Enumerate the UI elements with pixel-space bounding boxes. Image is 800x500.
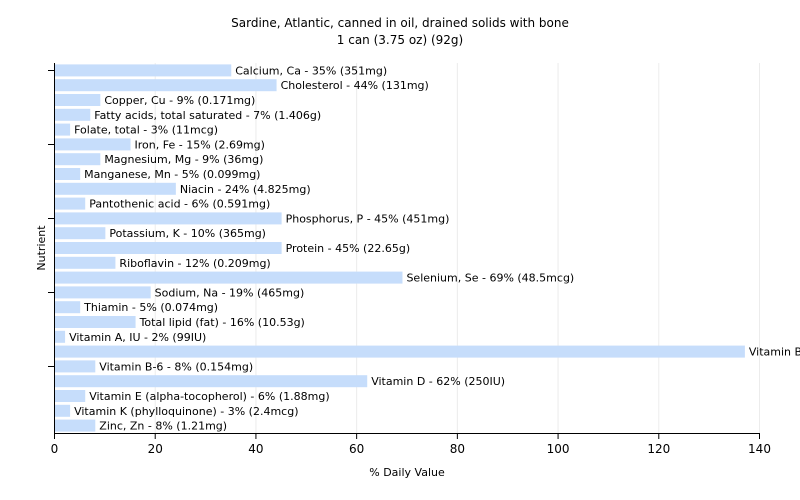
bar: [55, 330, 66, 343]
bar-label: Potassium, K - 10% (365mg): [109, 227, 266, 240]
bar: [55, 227, 106, 240]
bar: [55, 301, 81, 314]
bars: Calcium, Ca - 35% (351mg) Cholesterol - 4…: [55, 64, 800, 433]
bar-label: Protein - 45% (22.65g): [286, 242, 411, 255]
bar: [55, 108, 91, 121]
bar: [55, 360, 96, 373]
bar-label: Vitamin B-6 - 8% (0.154mg): [99, 360, 253, 373]
x-tick-label: 60: [349, 442, 364, 456]
axes: 0 20 40 60 80 100 120 140: [48, 63, 771, 456]
bar: [55, 419, 96, 432]
bar-label: Manganese, Mn - 5% (0.099mg): [84, 168, 260, 181]
x-tick-label: 80: [450, 442, 465, 456]
bar: [55, 316, 136, 328]
bar-label: Magnesium, Mg - 9% (36mg): [104, 153, 263, 166]
bar-label: Zinc, Zn - 8% (1.21mg): [99, 420, 227, 433]
bar-label: Selenium, Se - 69% (48.5mcg): [406, 272, 574, 285]
x-tick-label: 140: [748, 442, 771, 456]
chart-subtitle: 1 can (3.75 oz) (92g): [337, 33, 463, 47]
bar-label: Sodium, Na - 19% (465mg): [155, 286, 305, 299]
bar-label: Pantothenic acid - 6% (0.591mg): [89, 198, 270, 211]
bar: [55, 123, 71, 136]
bar-label: Riboflavin - 12% (0.209mg): [119, 257, 270, 270]
bar-label: Niacin - 24% (4.825mg): [180, 183, 311, 196]
bar: [55, 212, 282, 225]
bar-label: Folate, total - 3% (11mcg): [74, 124, 218, 137]
bar-label: Fatty acids, total saturated - 7% (1.406…: [94, 109, 321, 122]
bar: [55, 197, 86, 210]
bar-label: Copper, Cu - 9% (0.171mg): [104, 94, 255, 107]
bar: [55, 79, 277, 92]
bar-label: Calcium, Ca - 35% (351mg): [235, 64, 387, 77]
bar-label: Iron, Fe - 15% (2.69mg): [135, 138, 265, 151]
chart-title: Sardine, Atlantic, canned in oil, draine…: [231, 16, 569, 30]
bar: [55, 375, 368, 388]
bar-label: Vitamin E (alpha-tocopherol) - 6% (1.88m…: [89, 390, 329, 403]
bar: [55, 168, 81, 180]
bar: [55, 256, 116, 269]
gridlines: [154, 63, 760, 433]
bar-label: Cholesterol - 44% (131mg): [281, 79, 429, 92]
bar-label: Vitamin B-12 - 137% (8.22mcg): [749, 346, 800, 359]
bar-label: Phosphorus, P - 45% (451mg): [286, 212, 450, 225]
bar: [55, 138, 131, 151]
bar-label: Total lipid (fat) - 16% (10.53g): [139, 316, 305, 329]
bar: [55, 64, 232, 77]
bar-label: Thiamin - 5% (0.074mg): [83, 301, 218, 314]
bar-label: Vitamin A, IU - 2% (99IU): [69, 331, 206, 344]
x-tick-label: 20: [148, 442, 163, 456]
bar-label: Vitamin D - 62% (250IU): [371, 375, 505, 388]
bar: [55, 94, 101, 106]
x-tick-label: 120: [647, 442, 670, 456]
bar: [55, 345, 745, 358]
bar: [55, 271, 403, 284]
bar: [55, 242, 282, 254]
x-tick-label: 100: [547, 442, 570, 456]
bar: [55, 286, 151, 299]
bar-label: Vitamin K (phylloquinone) - 3% (2.4mcg): [74, 405, 298, 418]
y-axis-label: Nutrient: [35, 225, 48, 271]
x-tick-label: 0: [51, 442, 59, 456]
x-axis-label: % Daily Value: [369, 466, 445, 479]
bar: [55, 153, 101, 166]
bar: [55, 390, 86, 402]
bar: [55, 182, 176, 195]
x-tick-label: 40: [248, 442, 263, 456]
bar: [55, 404, 71, 417]
